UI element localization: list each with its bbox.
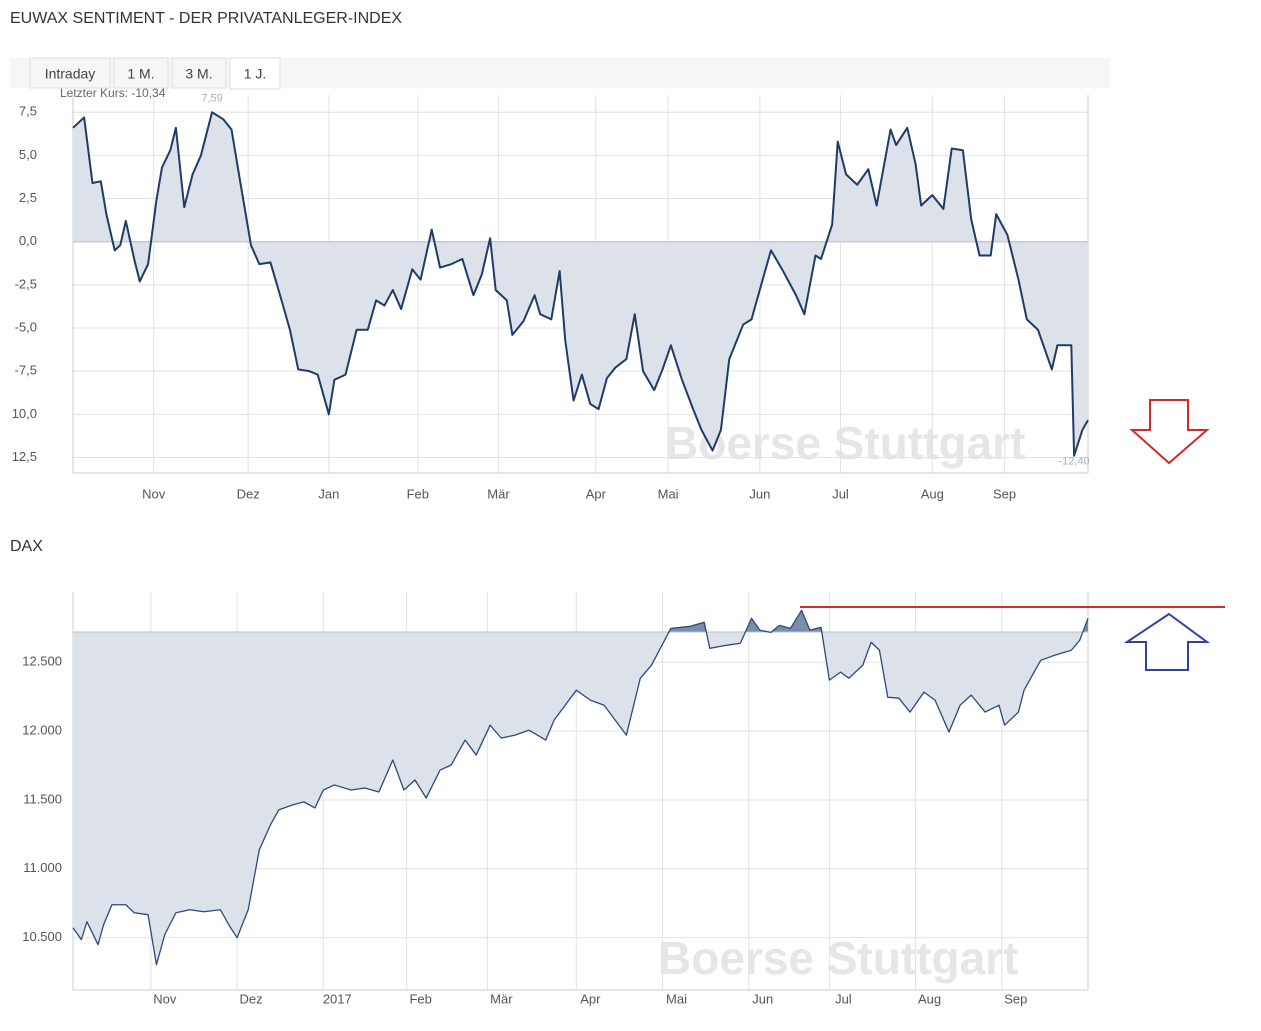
tab-label[interactable]: 1 M. xyxy=(127,66,154,82)
y-tick-label: 10.500 xyxy=(22,929,62,944)
y-tick-label: 7,5 xyxy=(19,104,37,119)
x-tick-label: Sep xyxy=(993,486,1016,501)
x-tick-label: Nov xyxy=(142,486,166,501)
chart-title: EUWAX SENTIMENT - DER PRIVATANLEGER-INDE… xyxy=(10,10,402,27)
line xyxy=(72,609,1089,966)
y-tick-label: -5,0 xyxy=(15,319,37,334)
x-tick-label: Jul xyxy=(832,486,849,501)
annotation: 7,59 xyxy=(201,93,222,105)
y-tick-label: 5,0 xyxy=(19,147,37,162)
annotation: Letzter Kurs: -10,34 xyxy=(60,86,166,100)
tab-label[interactable]: 3 M. xyxy=(185,66,212,82)
x-tick-label: Dez xyxy=(240,991,263,1006)
tab-label[interactable]: Intraday xyxy=(45,66,96,82)
arrow-down xyxy=(1129,399,1210,465)
y-tick-label: 2,5 xyxy=(19,190,37,205)
x-tick-label: Mai xyxy=(666,991,687,1006)
x-tick-label: 2017 xyxy=(323,991,352,1006)
x-tick-label: Apr xyxy=(580,991,601,1006)
line xyxy=(72,111,1089,457)
y-tick-label: -7,5 xyxy=(15,363,37,378)
charts: Boerse Stuttgart Nov Dez Jan Feb Mär Apr Mai Jun… xyxy=(12,86,1090,1006)
annotation: -12,40 xyxy=(1058,456,1089,468)
y-tick-label: 11.000 xyxy=(23,860,62,875)
tab-active[interactable] xyxy=(229,57,281,90)
x-tick-label: Jun xyxy=(752,991,773,1006)
arrow-up xyxy=(1123,612,1211,671)
y-tick-label: 11.500 xyxy=(23,791,62,806)
x-tick-label: Mär xyxy=(487,486,510,501)
tab[interactable] xyxy=(113,57,169,89)
x-tick-label: Aug xyxy=(918,991,941,1006)
x-tick-label: Feb xyxy=(409,991,431,1006)
tab-label[interactable]: 1 J. xyxy=(244,66,267,82)
x-tick-label: Feb xyxy=(407,486,429,501)
y-tick-label: 12.000 xyxy=(22,723,62,738)
x-tick-label: Jun xyxy=(749,486,770,501)
x-tick-label: Sep xyxy=(1004,991,1027,1006)
watermark: Boerse Stuttgart xyxy=(665,417,1025,469)
x-tick-label: Aug xyxy=(921,486,944,501)
area xyxy=(73,610,1088,965)
x-tick-label: Jul xyxy=(835,991,852,1006)
tab[interactable] xyxy=(171,57,227,89)
y-tick-label: 12,5 xyxy=(12,449,37,464)
x-tick-label: Nov xyxy=(153,991,177,1006)
watermark: Boerse Stuttgart xyxy=(658,932,1018,984)
x-tick-label: Mai xyxy=(658,486,679,501)
tab[interactable] xyxy=(29,57,111,89)
y-tick-label: -2,5 xyxy=(15,276,37,291)
y-tick-label: 12.500 xyxy=(22,654,62,669)
y-tick-label: 10,0 xyxy=(12,406,37,421)
x-tick-label: Jan xyxy=(318,486,339,501)
x-tick-label: Mär xyxy=(490,991,513,1006)
y-tick-label: 0,0 xyxy=(19,233,37,248)
x-tick-label: Apr xyxy=(586,486,607,501)
x-tick-label: Dez xyxy=(237,486,260,501)
chart-title: DAX xyxy=(10,538,43,555)
